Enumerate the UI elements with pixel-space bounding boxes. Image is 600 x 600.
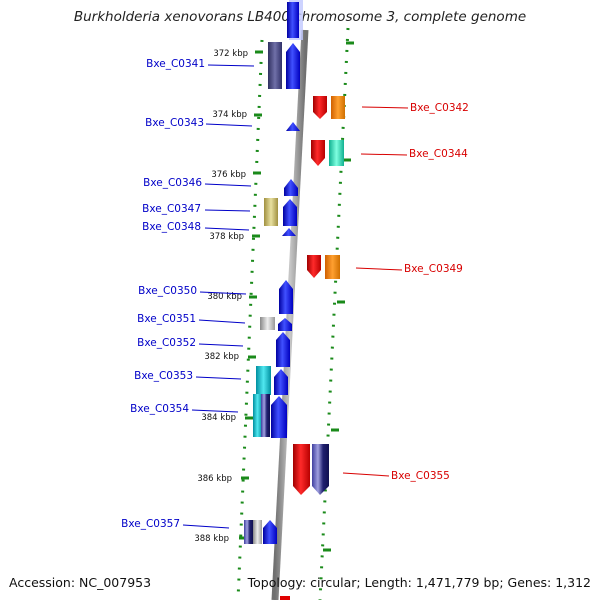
tick-marks bbox=[239, 41, 354, 552]
gene-block bbox=[261, 394, 270, 437]
tick-label: 380 kbp bbox=[207, 292, 242, 302]
gene-label: Bxe_C0352 bbox=[137, 337, 196, 349]
gene-block bbox=[253, 394, 262, 437]
gene-arrow bbox=[284, 179, 298, 196]
gene-arrow bbox=[271, 396, 287, 438]
gene-arrow bbox=[312, 444, 329, 495]
tick-label: 374 kbp bbox=[212, 110, 247, 120]
gene-block bbox=[244, 520, 253, 544]
gene-block bbox=[253, 520, 262, 544]
gene-label: Bxe_C0344 bbox=[409, 148, 468, 160]
inner-genes bbox=[244, 42, 282, 544]
gene-label: Bxe_C0346 bbox=[143, 177, 202, 189]
gene-arrow bbox=[313, 96, 327, 119]
leader-lines-left bbox=[182, 64, 255, 529]
inner-guide-line bbox=[236, 39, 264, 600]
gene-label: Bxe_C0342 bbox=[410, 102, 469, 114]
accession-text: Accession: NC_007953 bbox=[9, 575, 152, 590]
gene-block bbox=[260, 317, 275, 330]
gene-arrow bbox=[286, 122, 300, 131]
forward-genes bbox=[263, 2, 300, 544]
tick-labels: 372 kbp 374 kbp 376 kbp 378 kbp 380 kbp … bbox=[194, 49, 248, 544]
gene-arrow bbox=[307, 255, 321, 278]
gene-block bbox=[264, 198, 278, 226]
gene-labels-right: Bxe_C0342 Bxe_C0344 Bxe_C0349 Bxe_C0355 bbox=[391, 102, 469, 482]
gene-label: Bxe_C0341 bbox=[146, 58, 205, 70]
tick-label: 372 kbp bbox=[213, 49, 248, 59]
gene-arrow bbox=[263, 520, 277, 544]
gene-arrow bbox=[276, 332, 290, 367]
gene-label: Bxe_C0349 bbox=[404, 263, 463, 275]
gene-label: Bxe_C0351 bbox=[137, 313, 196, 325]
tick-label: 384 kbp bbox=[201, 413, 236, 423]
tick-label: 378 kbp bbox=[209, 232, 244, 242]
gene-arrow bbox=[278, 318, 292, 331]
gene-block bbox=[331, 96, 345, 119]
gene-arrow bbox=[283, 199, 297, 226]
gene-block bbox=[325, 255, 340, 279]
tick-label: 382 kbp bbox=[204, 352, 239, 362]
gene-label: Bxe_C0353 bbox=[134, 370, 193, 382]
reverse-genes bbox=[293, 96, 345, 495]
gene-block bbox=[256, 366, 271, 395]
gene-arrow bbox=[287, 2, 299, 38]
gene-block bbox=[329, 140, 344, 166]
gene-block bbox=[268, 42, 282, 89]
tick-label: 388 kbp bbox=[194, 534, 229, 544]
gene-arrow bbox=[279, 280, 293, 314]
gene-arrow bbox=[282, 228, 296, 236]
gene-block bbox=[280, 596, 290, 600]
tick-label: 386 kbp bbox=[197, 474, 232, 484]
gene-arrow bbox=[293, 444, 310, 495]
outer-guide-line bbox=[318, 27, 350, 600]
topology-text: Topology: circular; Length: 1,471,779 bp… bbox=[247, 575, 591, 590]
gene-arrow bbox=[274, 369, 288, 395]
gene-label: Bxe_C0343 bbox=[145, 117, 204, 129]
gene-label: Bxe_C0347 bbox=[142, 203, 201, 215]
genome-backbone bbox=[271, 29, 309, 600]
gene-labels-left: Bxe_C0341 Bxe_C0343 Bxe_C0346 Bxe_C0347 … bbox=[121, 58, 205, 530]
gene-label: Bxe_C0348 bbox=[142, 221, 201, 233]
gene-arrow bbox=[286, 43, 300, 89]
gene-label: Bxe_C0357 bbox=[121, 518, 180, 530]
gene-arrow bbox=[311, 140, 325, 166]
gene-label: Bxe_C0355 bbox=[391, 470, 450, 482]
tick-label: 376 kbp bbox=[211, 170, 246, 180]
leader-lines-right bbox=[342, 106, 409, 477]
gene-label: Bxe_C0350 bbox=[138, 285, 197, 297]
gene-label: Bxe_C0354 bbox=[130, 403, 189, 415]
